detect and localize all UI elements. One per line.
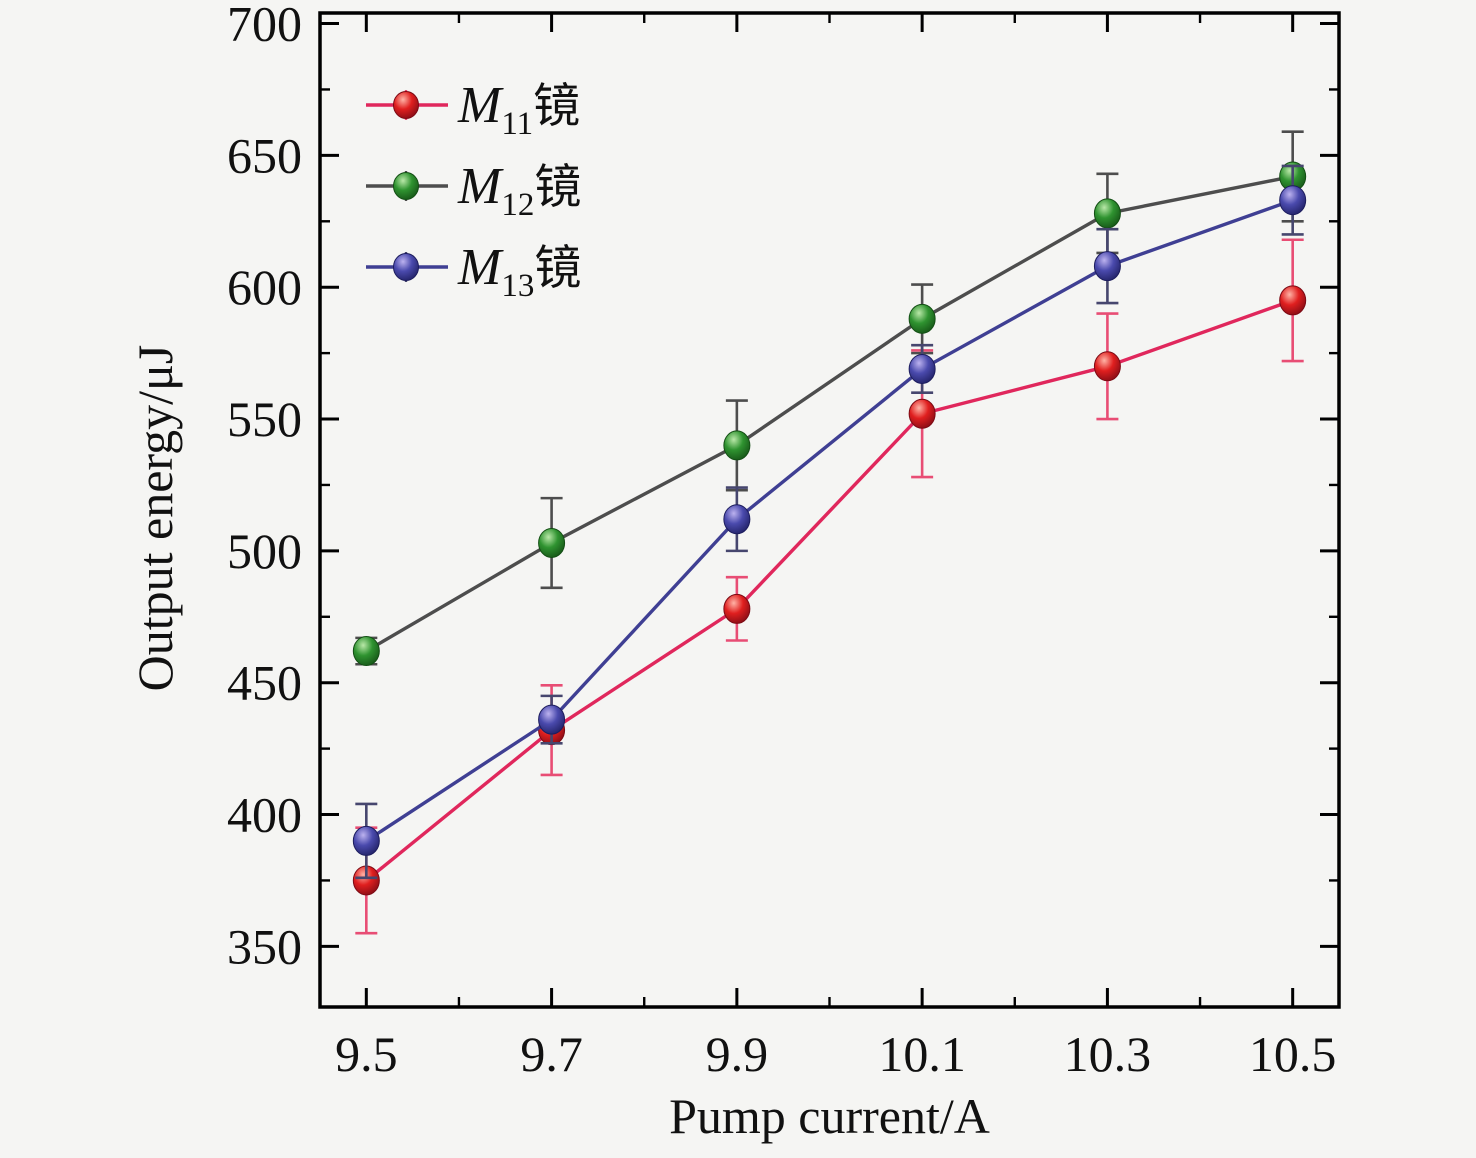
- legend-label-suffix: 镜: [533, 81, 580, 133]
- data-point-marker: [1093, 351, 1121, 382]
- data-point-marker: [908, 353, 936, 384]
- series-line: [365, 198, 1294, 843]
- data-point-marker: [1279, 185, 1307, 216]
- data-point-marker: [1093, 198, 1121, 229]
- legend-label: M13镜: [457, 239, 581, 304]
- series-line: [365, 174, 1294, 653]
- x-axis-tick-label: 10.1: [878, 1026, 966, 1082]
- legend-label-sub: 13: [501, 268, 534, 304]
- legend-label-sub: 11: [501, 106, 533, 142]
- legend-label-main: M: [457, 77, 504, 134]
- series-M12镜: [352, 130, 1307, 667]
- y-axis-tick-label: 350: [227, 918, 302, 974]
- x-axis-title: Pump current/A: [669, 1088, 990, 1144]
- legend-marker: [393, 91, 419, 119]
- data-point-marker: [723, 593, 751, 624]
- legend-item-1: M12镜: [366, 158, 581, 223]
- legend-label-suffix: 镜: [534, 162, 581, 214]
- legend-label: M12镜: [457, 158, 581, 223]
- y-axis-tick-label: 550: [227, 391, 302, 447]
- y-axis-tick-label: 700: [227, 0, 302, 52]
- data-point-marker: [908, 303, 936, 334]
- data-point-marker: [723, 430, 751, 461]
- data-point-marker: [908, 398, 936, 429]
- x-axis-tick-label: 10.3: [1064, 1026, 1152, 1082]
- legend-label-sub: 12: [501, 187, 534, 223]
- legend-label-suffix: 镜: [534, 243, 581, 295]
- series-M11镜: [352, 238, 1307, 935]
- x-axis-tick-label: 9.5: [335, 1026, 398, 1082]
- data-point-marker: [723, 504, 751, 535]
- legend-marker: [393, 253, 419, 281]
- legend-label-main: M: [457, 158, 504, 215]
- legend-item-0: M11镜: [366, 77, 580, 142]
- y-axis-title: Output energy/μJ: [127, 345, 183, 692]
- x-axis-tick-label: 9.7: [520, 1026, 583, 1082]
- data-point-marker: [352, 825, 380, 856]
- data-point-marker: [352, 636, 380, 667]
- legend-label: M11镜: [457, 77, 580, 142]
- data-point-marker: [1279, 285, 1307, 316]
- data-point-marker: [538, 527, 566, 558]
- series-line: [365, 298, 1294, 882]
- legend-marker: [393, 172, 419, 200]
- y-axis-tick-label: 500: [227, 523, 302, 579]
- data-point-marker: [538, 704, 566, 735]
- y-axis-tick-label: 600: [227, 259, 302, 315]
- y-axis-tick-label: 400: [227, 787, 302, 843]
- series-M13镜: [352, 164, 1307, 880]
- axis-ticks: [320, 13, 1339, 1007]
- y-axis-tick-label: 450: [227, 655, 302, 711]
- legend-item-2: M13镜: [366, 239, 581, 304]
- y-axis-tick-label: 650: [227, 127, 302, 183]
- legend-label-main: M: [457, 239, 504, 296]
- x-axis-tick-label: 10.5: [1249, 1026, 1337, 1082]
- x-axis-tick-label: 9.9: [706, 1026, 769, 1082]
- data-point-marker: [1093, 251, 1121, 282]
